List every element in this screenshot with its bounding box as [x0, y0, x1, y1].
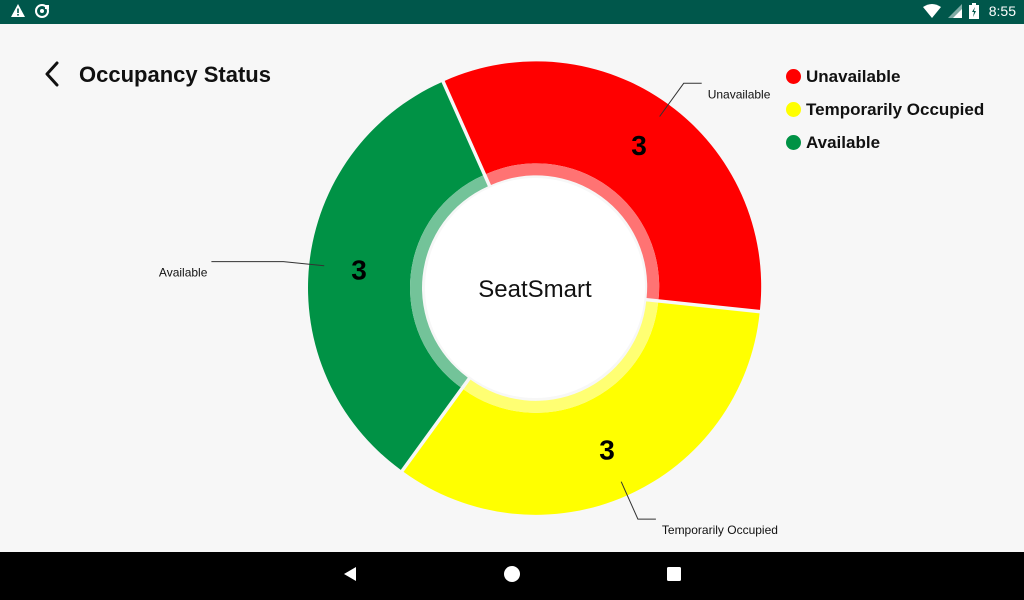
donut-chart-svg: 3 Unavailable 3 Temporarily Occupied 3 Availa… — [159, 61, 778, 537]
slice-value-label: 3 — [599, 435, 615, 466]
slice-outer-label: Temporarily Occupied — [662, 523, 778, 537]
chart-legend: Unavailable Temporarily Occupied Availab… — [786, 60, 1016, 159]
slice-leader-line — [211, 261, 325, 267]
donut-slice-available[interactable] — [308, 82, 488, 470]
donut-slice-inner-ring — [463, 301, 659, 413]
donut-slice-inner-ring — [410, 175, 488, 388]
chevron-left-icon — [42, 61, 62, 92]
donut-slice-arc — [444, 61, 762, 310]
donut-center-text: SeatSmart — [478, 276, 592, 303]
back-triangle-icon — [342, 566, 358, 587]
donut-slice-arc — [403, 302, 760, 515]
slice-outer-label: Available — [159, 266, 208, 280]
nav-home-button[interactable] — [500, 564, 524, 588]
donut-slice-unavailable[interactable] — [444, 61, 762, 310]
legend-item-unavailable: Unavailable — [786, 60, 1016, 93]
legend-dot — [786, 102, 801, 117]
nav-recents-button[interactable] — [662, 564, 686, 588]
legend-label: Unavailable — [806, 66, 901, 86]
donut-slice-arc — [308, 82, 483, 470]
system-nav-bar — [0, 552, 1024, 600]
legend-label: Available — [806, 132, 881, 152]
home-circle-icon — [503, 565, 521, 588]
legend-item-temporarily-occupied: Temporarily Occupied — [786, 93, 1016, 126]
wifi-icon — [922, 3, 941, 19]
page-title: Occupancy Status — [79, 62, 271, 87]
nav-back-button[interactable] — [338, 564, 362, 588]
slice-value-label: 3 — [351, 255, 367, 286]
legend-dot — [786, 69, 801, 84]
legend-item-available: Available — [786, 126, 1016, 159]
status-bar: 8:55 — [0, 0, 1024, 24]
recents-square-icon — [666, 566, 682, 587]
media-icon — [34, 3, 50, 19]
slice-leader-line — [659, 82, 702, 117]
donut-center-hole — [425, 178, 645, 398]
slice-value-label: 3 — [631, 130, 647, 161]
occupancy-donut-chart: 3 Unavailable 3 Temporarily Occupied 3 Availa… — [0, 24, 1024, 552]
battery-charging-icon — [968, 3, 979, 19]
donut-slice-inner-ring — [486, 163, 660, 300]
main-content: Occupancy Status 3 Unavailable 3 Temporaril… — [0, 24, 1024, 552]
legend-dot — [786, 135, 801, 150]
slice-leader-line — [620, 481, 656, 520]
warning-icon — [10, 3, 26, 19]
status-time: 8:55 — [988, 3, 1016, 19]
slice-outer-label: Unavailable — [708, 87, 771, 101]
legend-label: Temporarily Occupied — [806, 99, 985, 119]
back-button[interactable] — [36, 60, 68, 92]
signal-icon — [947, 3, 963, 19]
donut-slice-temporarily-occupied[interactable] — [403, 301, 760, 515]
